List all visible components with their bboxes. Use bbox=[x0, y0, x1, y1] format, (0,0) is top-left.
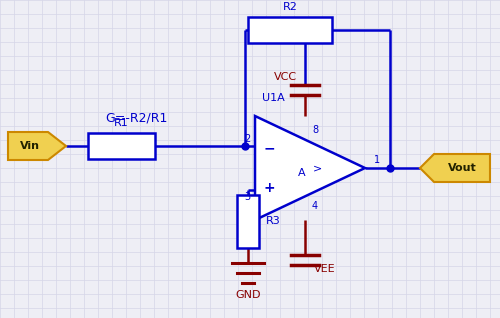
Text: 3: 3 bbox=[244, 192, 250, 202]
Polygon shape bbox=[8, 132, 66, 160]
Text: R2: R2 bbox=[282, 2, 298, 12]
Text: +: + bbox=[263, 181, 275, 195]
Bar bbox=[237, 195, 259, 248]
Bar bbox=[88, 133, 155, 159]
Polygon shape bbox=[420, 154, 490, 182]
Text: −: − bbox=[263, 141, 275, 155]
Text: U1A: U1A bbox=[262, 93, 284, 103]
Text: Vin: Vin bbox=[20, 141, 40, 151]
Polygon shape bbox=[255, 116, 365, 220]
Text: 4: 4 bbox=[312, 201, 318, 211]
Text: A: A bbox=[298, 168, 306, 178]
Text: GND: GND bbox=[236, 290, 261, 300]
Text: G=-R2/R1: G=-R2/R1 bbox=[105, 112, 168, 125]
Text: 8: 8 bbox=[312, 125, 318, 135]
Bar bbox=[248, 17, 332, 43]
Text: >: > bbox=[314, 163, 322, 173]
Text: 2: 2 bbox=[244, 134, 250, 144]
Text: R3: R3 bbox=[266, 217, 280, 226]
Text: VEE: VEE bbox=[314, 264, 336, 274]
Text: R1: R1 bbox=[114, 118, 129, 128]
Text: Vout: Vout bbox=[448, 163, 476, 173]
Text: 1: 1 bbox=[374, 155, 380, 165]
Text: VCC: VCC bbox=[274, 72, 296, 82]
